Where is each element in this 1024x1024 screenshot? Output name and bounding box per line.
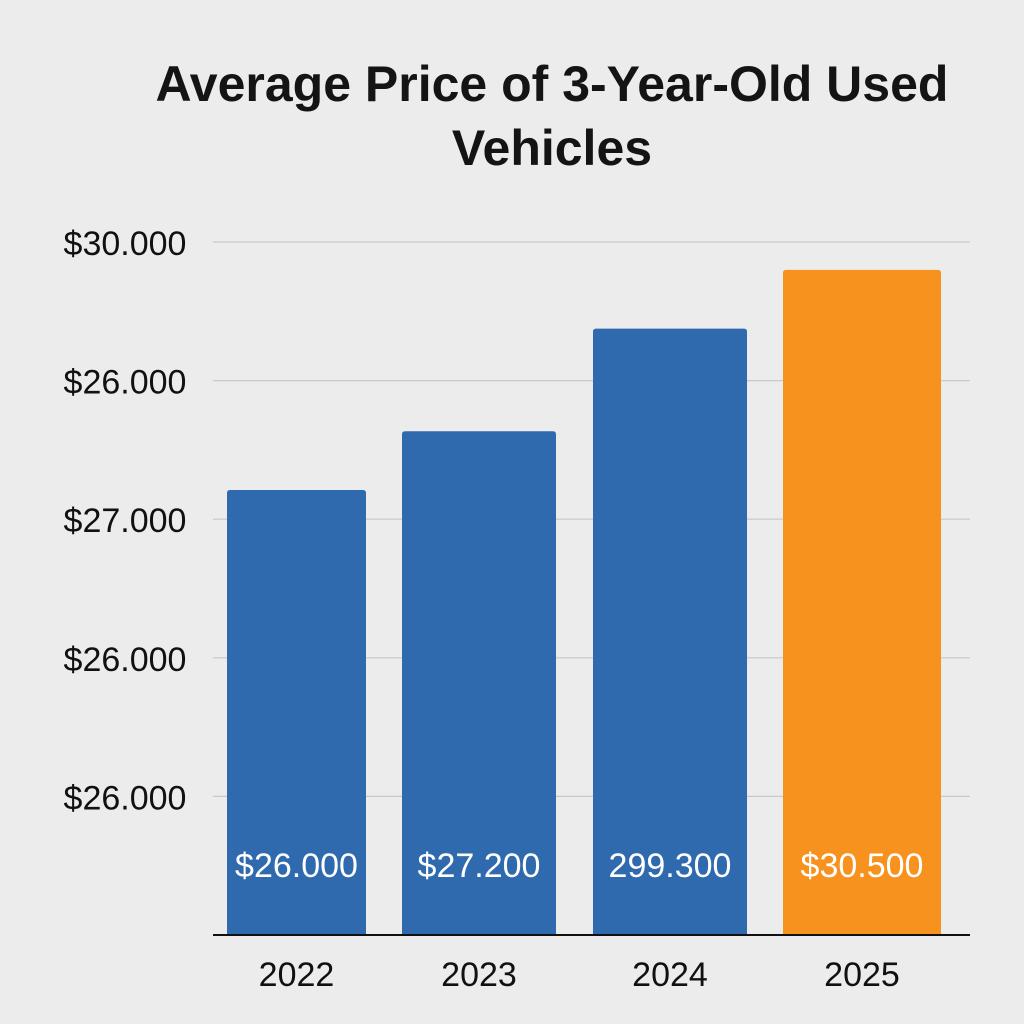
x-tick-label: 2024 <box>632 956 708 994</box>
bar-2024 <box>593 328 747 936</box>
bar-2022 <box>227 489 366 935</box>
data-label: 299.300 <box>609 847 732 885</box>
y-tick-label: $27.000 <box>64 502 187 540</box>
bar-2023 <box>402 431 556 935</box>
x-tick-label: 2022 <box>259 956 335 994</box>
data-label: $30.500 <box>801 847 924 885</box>
y-tick-label: $26.000 <box>64 641 187 679</box>
data-label: $26.000 <box>235 847 358 885</box>
x-tick-label: 2025 <box>824 956 900 994</box>
x-tick-label: 2023 <box>441 956 517 994</box>
y-tick-label: $26.000 <box>64 779 187 817</box>
chart-title: Average Price of 3-Year-Old Used Vehicle… <box>155 56 949 176</box>
bar-2025 <box>783 269 941 936</box>
y-tick-label: $30.000 <box>64 225 187 263</box>
y-tick-label: $26.000 <box>64 364 187 402</box>
data-label: $27.200 <box>418 847 541 885</box>
